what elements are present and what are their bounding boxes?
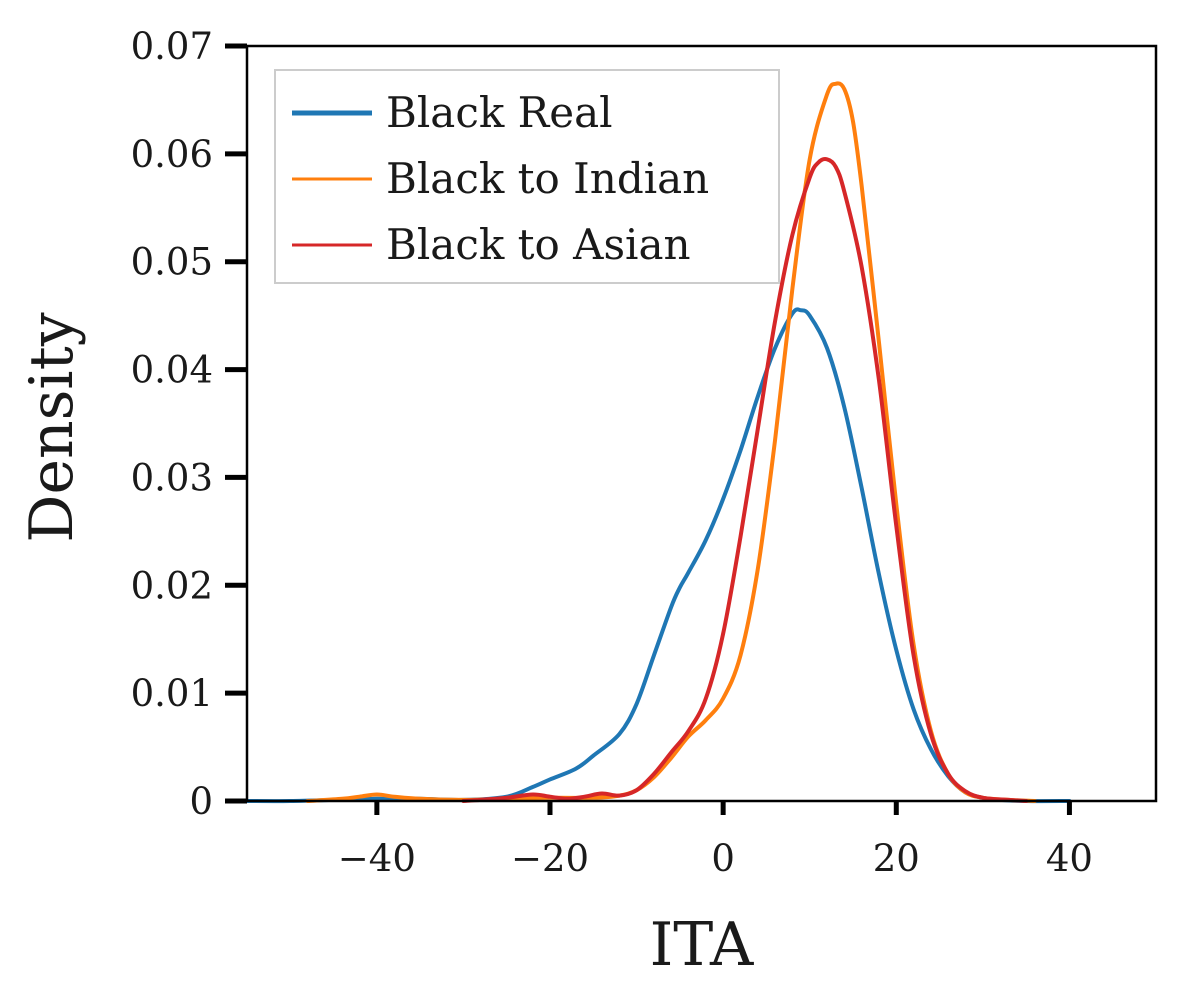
x-tick-label: −20 [511,837,589,880]
y-tick-label: 0.06 [131,133,213,176]
series-line-black-to-asian [461,157,1029,803]
legend-label: Black Real [386,88,613,137]
legend-box [274,69,780,284]
x-tick-label: 20 [873,837,920,880]
plot-frame [245,44,1158,803]
x-axis-title: ITA [650,910,754,980]
ticks-layer: −40 −20 0 20 40 0 0.01 0.02 0.03 0.04 0.05 0.06 0.07 [131,25,1093,880]
y-tick-label: 0.03 [131,456,213,499]
y-tick-label: 0.01 [131,672,213,715]
series-layer [245,81,1072,804]
series-line-black-real [245,307,1072,804]
y-tick-label: 0.04 [131,349,213,392]
x-tick-label: −40 [338,837,416,880]
x-tick-label: 40 [1046,837,1093,880]
y-tick-label: 0 [189,780,213,823]
x-tick-label: 0 [711,837,735,880]
y-tick-label: 0.07 [131,25,213,68]
legend-label: Black to Asian [386,220,691,269]
legend-label: Black to Indian [386,154,709,203]
y-tick-label: 0.02 [131,564,213,607]
legend: Black Real Black to Indian Black to Asian [274,69,780,284]
y-tick-label: 0.05 [131,241,213,284]
y-axis-title: Density [17,312,87,542]
